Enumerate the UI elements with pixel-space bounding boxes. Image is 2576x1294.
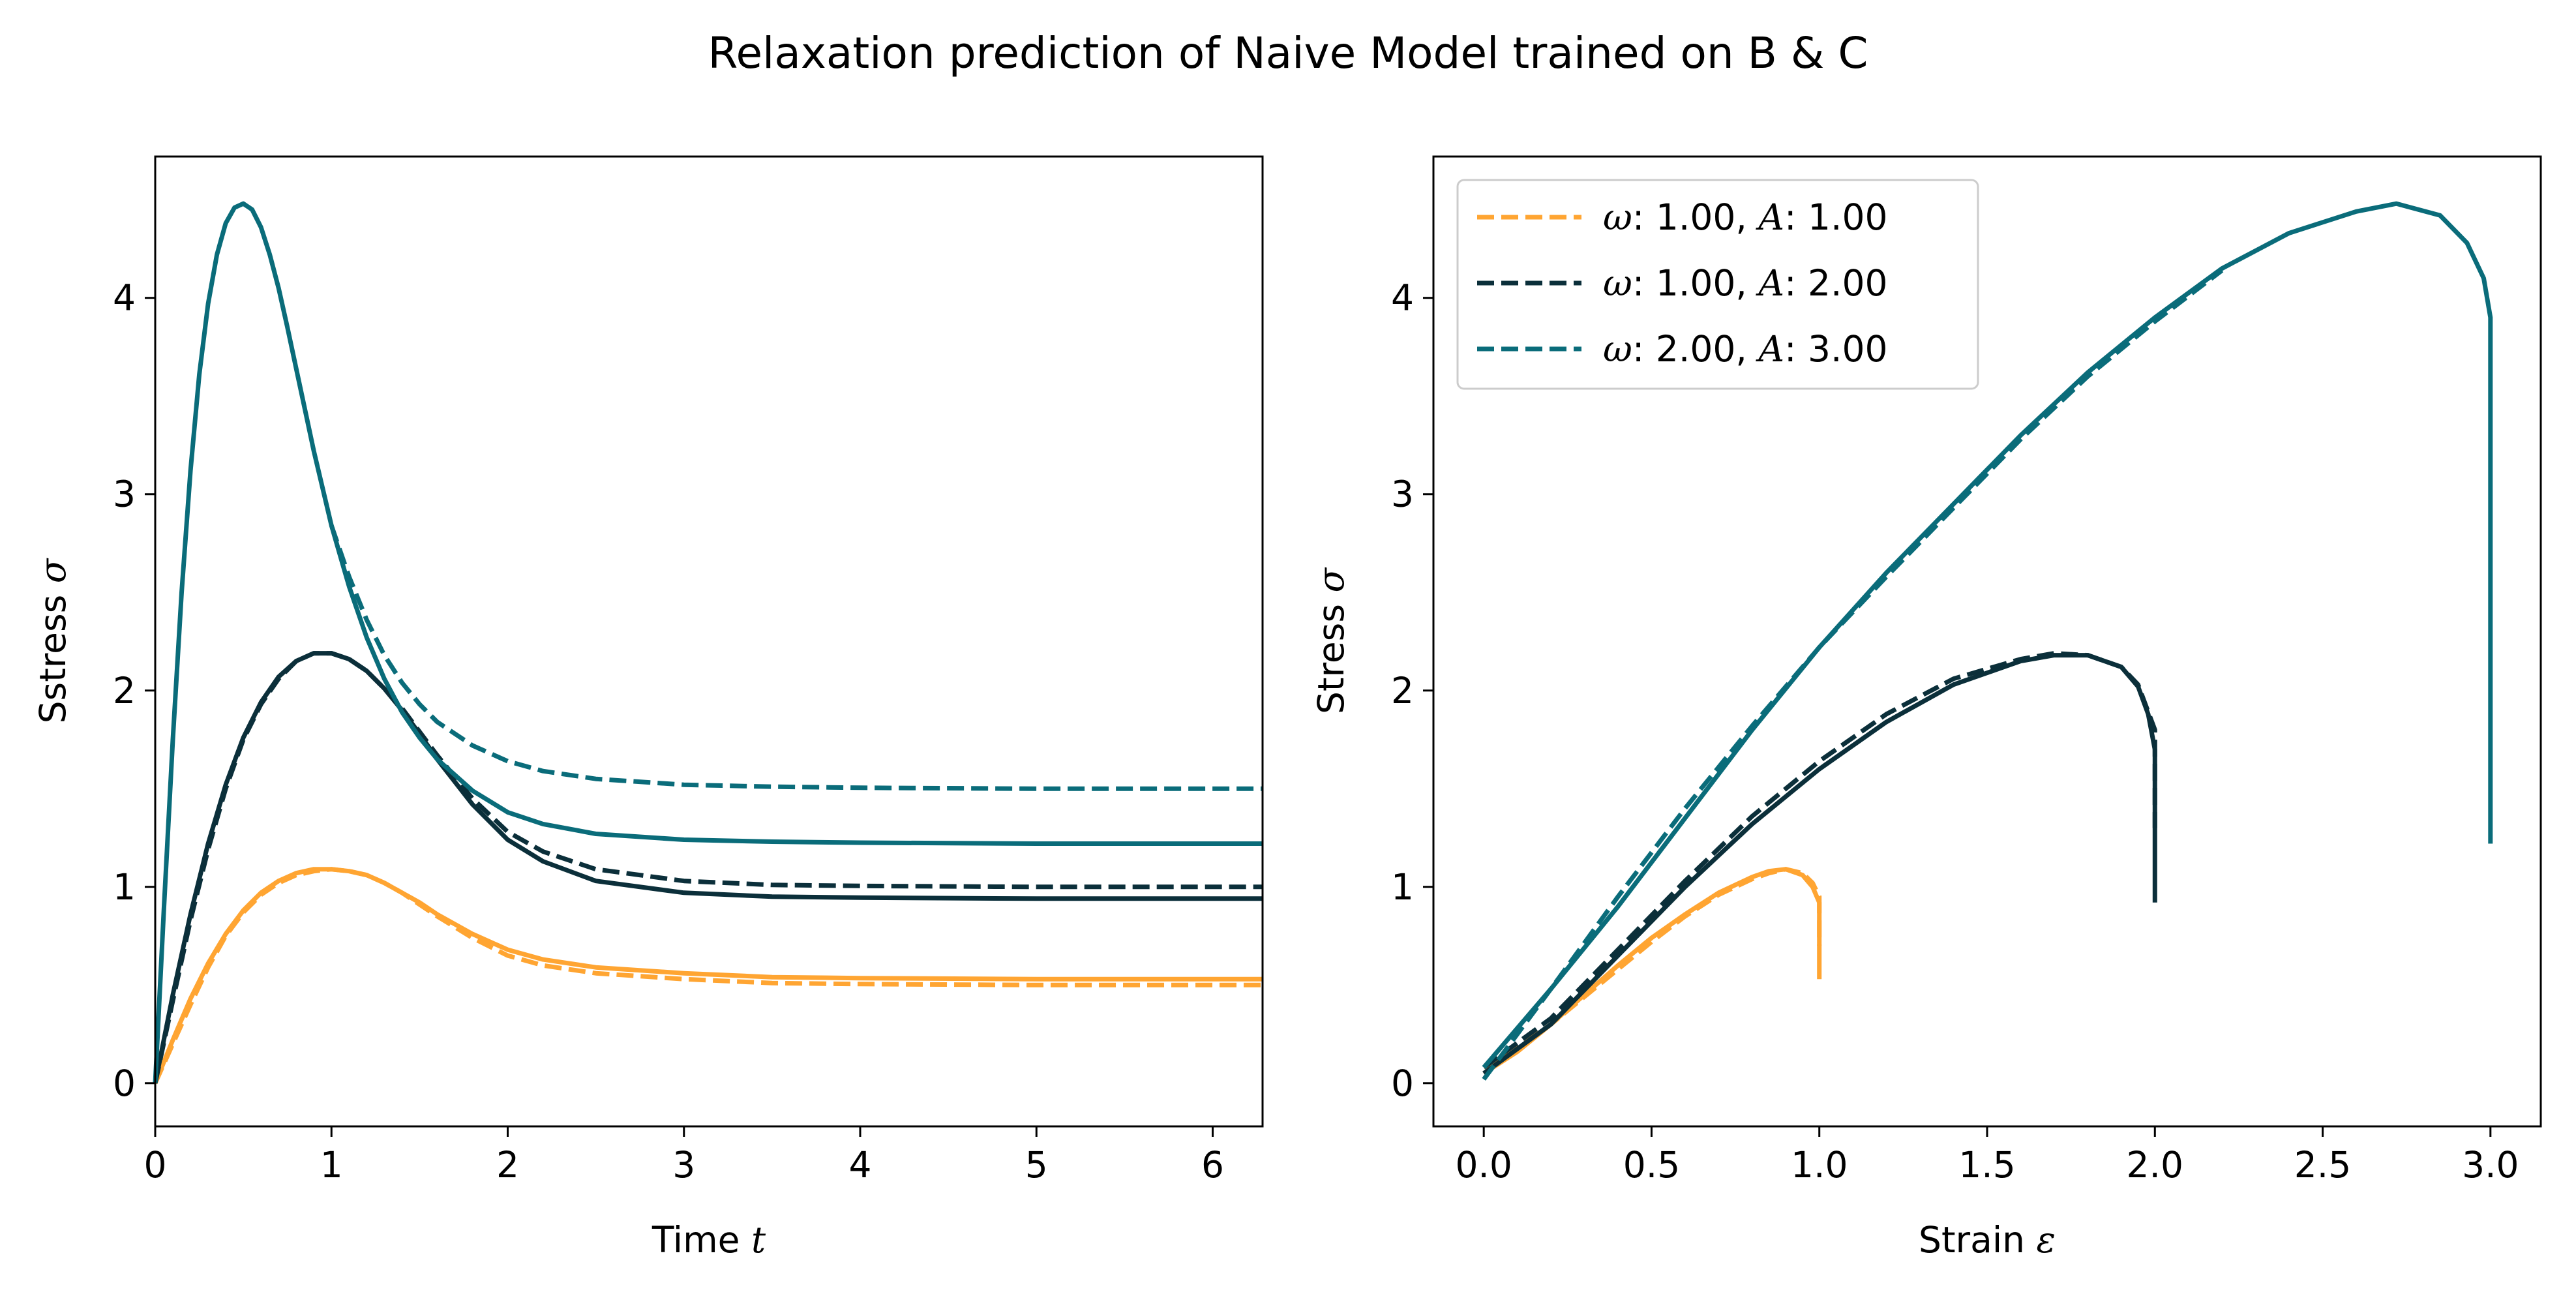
left-y-tick-label: 1 [113, 866, 136, 908]
right-series-line-3 [1482, 651, 2157, 1070]
right-x-tick-label: 1.0 [1791, 1144, 1848, 1186]
left-series-line-1 [153, 867, 1263, 1085]
right-y-tick-label: 1 [1391, 866, 1414, 908]
right-y-tick-label: 3 [1391, 474, 1414, 515]
right-series-layer [1482, 201, 2493, 1081]
right-y-tick-label: 2 [1391, 670, 1414, 712]
right-subplot: 0.0 0.5 1.0 1.5 2.0 2.5 3.0 0 1 2 3 4 Strain ε Str… [1310, 155, 2542, 1261]
left-x-tick-label: 4 [849, 1144, 872, 1186]
left-x-tick-label: 1 [320, 1144, 343, 1186]
legend-label: ω: 1.00, A: 2.00 [1603, 262, 1888, 304]
left-plot-area [155, 157, 1263, 1126]
left-x-tick-label: 6 [1201, 1144, 1224, 1186]
right-series-line-5 [1482, 268, 2224, 1081]
left-x-tick-label: 3 [672, 1144, 695, 1186]
left-plot-frame [154, 155, 1264, 1128]
right-x-tick-label: 2.0 [2127, 1144, 2183, 1186]
legend-label: ω: 2.00, A: 3.00 [1603, 328, 1888, 370]
left-series-line-3 [153, 651, 1263, 1084]
right-x-axis-label: Strain ε [1919, 1219, 2056, 1261]
right-x-tick-label: 0.5 [1623, 1144, 1680, 1186]
right-series-line-4 [1482, 201, 2493, 1069]
left-subplot: 0 1 2 3 4 5 6 0 1 2 3 4 Time t Sstress σ [32, 155, 1264, 1261]
right-x-tick-label: 3.0 [2462, 1144, 2519, 1186]
right-x-tick-label: 1.5 [1958, 1144, 2015, 1186]
right-x-tick-label: 2.5 [2294, 1144, 2351, 1186]
left-y-axis-label: Sstress σ [32, 558, 74, 723]
left-series-line-4 [153, 201, 1263, 1083]
left-x-tick-label: 5 [1025, 1144, 1048, 1186]
legend-entry: ω: 1.00, A: 2.00 [1477, 262, 1888, 304]
figure-title: Relaxation prediction of Naive Model tra… [708, 28, 1868, 78]
left-y-ticks: 0 1 2 3 4 [113, 277, 155, 1104]
left-x-tick-label: 0 [144, 1144, 167, 1186]
left-y-tick-label: 0 [113, 1062, 136, 1104]
left-y-tick-label: 3 [113, 474, 136, 515]
left-x-tick-label: 2 [496, 1144, 519, 1186]
right-series-line-1 [1482, 867, 1822, 1070]
right-y-tick-label: 0 [1391, 1062, 1414, 1104]
right-y-ticks: 0 1 2 3 4 [1391, 277, 1433, 1104]
legend-entry: ω: 1.00, A: 1.00 [1477, 196, 1888, 238]
right-y-tick-label: 4 [1391, 277, 1414, 319]
left-series-layer [153, 201, 1263, 1085]
legend-label: ω: 1.00, A: 1.00 [1603, 196, 1888, 238]
left-x-ticks: 0 1 2 3 4 5 6 [144, 1126, 1224, 1186]
right-x-tick-label: 0.0 [1455, 1144, 1512, 1186]
left-series-line-5 [329, 524, 1263, 791]
right-y-axis-label: Stress σ [1310, 567, 1352, 715]
right-x-ticks: 0.0 0.5 1.0 1.5 2.0 2.5 3.0 [1455, 1126, 2519, 1186]
left-y-tick-label: 2 [113, 670, 136, 712]
left-x-axis-label: Time t [651, 1219, 766, 1261]
legend-entry: ω: 2.00, A: 3.00 [1477, 328, 1888, 370]
legend: ω: 1.00, A: 1.00 ω: 1.00, A: 2.00 ω: 2.0… [1456, 179, 1979, 390]
legend-frame [1456, 179, 1979, 390]
left-y-tick-label: 4 [113, 277, 136, 319]
